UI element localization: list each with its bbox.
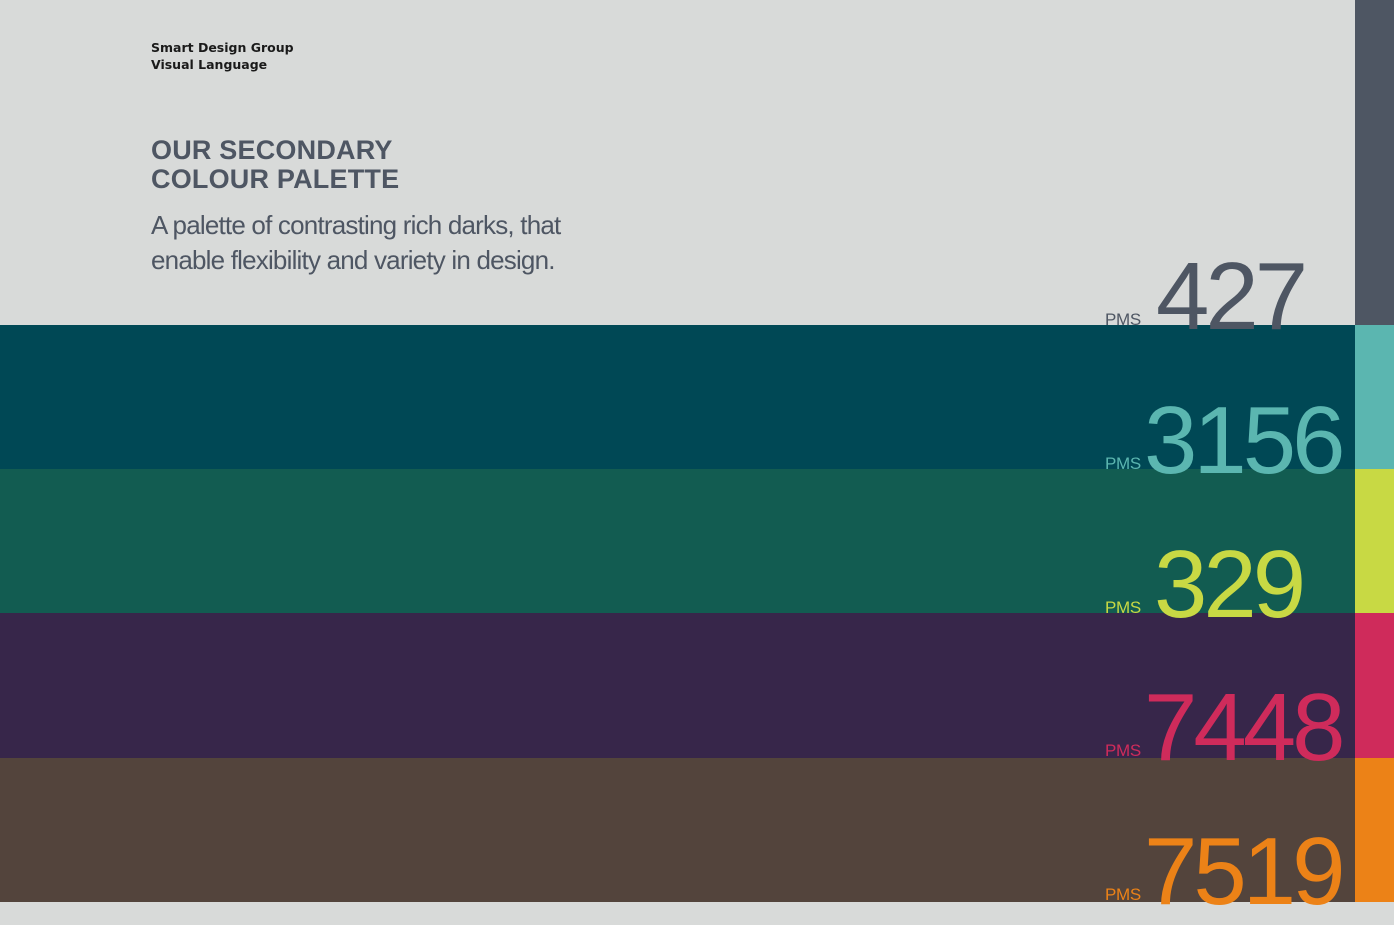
pms-prefix-7519: PMS [1105, 885, 1141, 904]
pms-prefix-7448: PMS [1105, 741, 1141, 760]
swatch-stripe-7519 [1355, 758, 1394, 902]
pms-prefix-3156: PMS [1105, 454, 1141, 473]
swatch-band-427 [0, 0, 1355, 325]
pms-number-329: 329 [1154, 531, 1306, 638]
company-name: Smart Design Group [151, 40, 294, 55]
pms-number-7519: 7519 [1144, 818, 1346, 925]
swatch-band-7448 [0, 613, 1355, 758]
page-title-line-1: OUR SECONDARY [151, 135, 393, 165]
swatch-band-3156 [0, 325, 1355, 469]
pms-number-7448: 7448 [1144, 674, 1346, 781]
page-title: OUR SECONDARY COLOUR PALETTE [151, 136, 399, 194]
swatch-band-7519 [0, 758, 1355, 902]
swatch-stripe-427 [1355, 0, 1394, 325]
swatch-stripe-3156 [1355, 325, 1394, 469]
pms-prefix-329: PMS [1105, 598, 1141, 617]
pms-number-427: 427 [1156, 243, 1308, 350]
brand-header: Smart Design Group Visual Language [151, 39, 294, 73]
pms-prefix-427: PMS [1105, 310, 1141, 329]
page-title-line-2: COLOUR PALETTE [151, 164, 400, 194]
section-name: Visual Language [151, 57, 268, 72]
swatch-band-329 [0, 469, 1355, 613]
swatch-stripe-7448 [1355, 613, 1394, 758]
swatch-stripe-329 [1355, 469, 1394, 613]
pms-number-3156: 3156 [1144, 387, 1346, 494]
page-description: A palette of contrasting rich darks, tha… [151, 210, 561, 275]
